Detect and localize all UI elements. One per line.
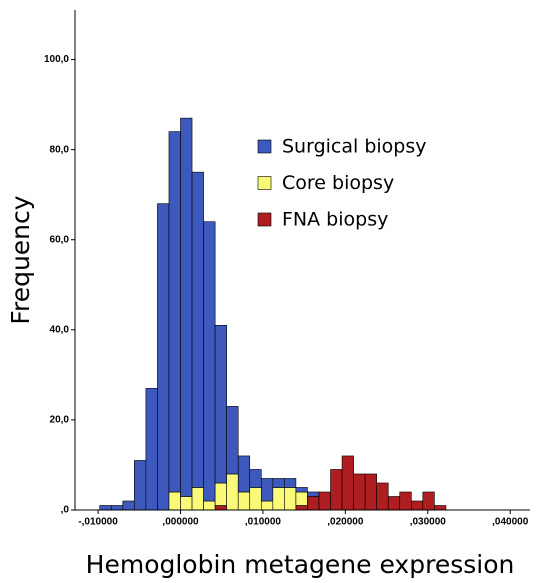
legend-label: Surgical biopsy <box>282 136 427 158</box>
bar <box>145 388 158 511</box>
bar <box>226 473 239 511</box>
y-tick-label: ,0 <box>61 505 70 516</box>
x-tick-label: ,000000 <box>162 517 199 528</box>
bar <box>99 505 112 511</box>
bar <box>434 505 447 511</box>
y-axis-label: Frequency <box>6 195 35 324</box>
bar <box>307 496 320 511</box>
bar <box>180 496 193 511</box>
bar <box>284 487 297 511</box>
bar <box>399 491 412 511</box>
x-tick-label: ,020000 <box>327 517 364 528</box>
bar <box>122 500 135 511</box>
bar <box>411 500 424 511</box>
bar <box>191 171 204 488</box>
bar <box>203 221 216 502</box>
legend-label: Core biopsy <box>282 172 394 194</box>
bar <box>168 131 181 493</box>
legend-label: FNA biopsy <box>282 209 388 231</box>
bar <box>318 491 331 511</box>
bar <box>260 500 274 511</box>
bar <box>214 505 227 511</box>
bar <box>260 478 274 502</box>
legend-swatch <box>257 139 272 154</box>
x-tick-label: ,040000 <box>492 517 529 528</box>
bar <box>387 496 401 511</box>
y-tick-label: 20,0 <box>50 415 70 426</box>
bar <box>168 491 181 511</box>
bar <box>422 491 435 511</box>
x-tick-label: ,030000 <box>410 517 447 528</box>
bar <box>376 482 389 511</box>
bar <box>237 491 251 511</box>
bar <box>157 203 170 511</box>
bar <box>191 487 204 511</box>
bar <box>295 487 308 493</box>
bar <box>249 469 262 488</box>
bar <box>341 455 354 511</box>
bar <box>353 473 366 511</box>
bar <box>214 482 227 506</box>
y-tick-label: 60,0 <box>50 234 70 245</box>
bar <box>295 505 308 511</box>
bar <box>203 500 216 511</box>
bar <box>226 406 239 475</box>
bar <box>249 487 262 511</box>
y-tick-label: 40,0 <box>50 324 70 335</box>
bar <box>110 505 124 511</box>
legend-swatch <box>257 176 272 190</box>
legend-swatch <box>257 212 272 227</box>
bar <box>134 460 147 511</box>
bar <box>214 325 227 484</box>
x-axis-label: Hemoglobin metagene expression <box>86 550 515 579</box>
x-tick-label: -,010000 <box>78 517 118 528</box>
bar <box>272 487 285 511</box>
bar <box>180 117 193 497</box>
bar <box>272 478 285 488</box>
y-tick-label: 80,0 <box>50 144 70 155</box>
bar <box>307 491 320 497</box>
bar <box>237 455 251 493</box>
y-tick-label: 100,0 <box>44 54 69 65</box>
bar <box>330 469 343 511</box>
bar <box>284 478 297 488</box>
bar <box>295 491 308 506</box>
bar <box>364 473 377 511</box>
x-tick-label: ,010000 <box>245 517 282 528</box>
